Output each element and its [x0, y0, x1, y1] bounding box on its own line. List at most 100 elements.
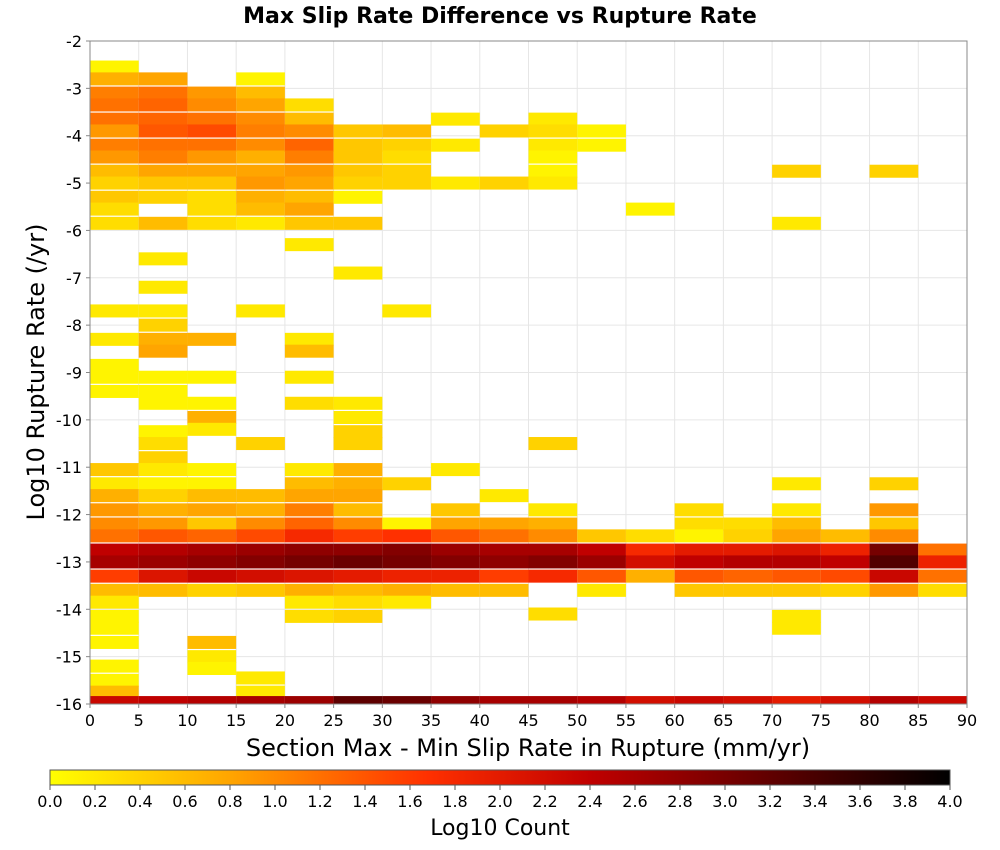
heatmap-cell	[431, 517, 480, 531]
y-tick-label: -12	[56, 506, 82, 525]
heatmap-cell	[479, 543, 529, 557]
colorbar-tick-label: 0.6	[172, 792, 197, 811]
heatmap-cell	[138, 112, 188, 126]
heatmap-cell	[382, 176, 432, 190]
heatmap-cell	[187, 138, 237, 152]
x-tick-label: 20	[275, 711, 295, 730]
heatmap-cell	[187, 555, 237, 569]
heatmap-cell	[479, 583, 529, 597]
heatmap-cell	[284, 583, 334, 597]
heatmap-cell	[772, 569, 821, 583]
heatmap-cell	[90, 696, 139, 704]
heatmap-cell	[187, 164, 237, 178]
heatmap-cell	[284, 138, 334, 152]
heatmap-cell	[90, 358, 139, 372]
heatmap-cell	[90, 370, 139, 384]
heatmap-cell	[577, 124, 626, 138]
colorbar-tick-label: 2.4	[577, 792, 602, 811]
heatmap-cell	[236, 543, 285, 557]
colorbar-tick-label: 0.4	[127, 792, 152, 811]
heatmap-cell	[236, 202, 285, 216]
y-tick-label: -6	[66, 221, 82, 240]
heatmap-cell	[284, 370, 334, 384]
heatmap-cell	[138, 86, 188, 100]
colorbar-label: Log10 Count	[430, 816, 570, 841]
heatmap-cell	[187, 410, 237, 425]
heatmap-cell	[479, 555, 529, 569]
heatmap-cell	[284, 238, 334, 252]
heatmap-cell	[382, 164, 432, 178]
colorbar-tick-label: 3.6	[847, 792, 872, 811]
heatmap-cell	[918, 555, 967, 569]
heatmap-cell	[772, 216, 821, 230]
heatmap-cell	[236, 86, 285, 100]
heatmap-cell	[674, 569, 724, 583]
heatmap-cell	[333, 555, 383, 569]
heatmap-cell	[187, 216, 237, 230]
heatmap-cell	[90, 635, 139, 649]
heatmap-cell	[431, 112, 480, 126]
heatmap-cell	[333, 503, 383, 517]
heatmap-cell	[528, 543, 578, 557]
heatmap-cell	[333, 216, 383, 230]
heatmap-cell	[674, 517, 724, 531]
heatmap-cell	[138, 489, 188, 503]
x-tick-label: 90	[957, 711, 977, 730]
heatmap-cell	[187, 503, 237, 517]
heatmap-cell	[772, 609, 821, 623]
heatmap-cell	[333, 266, 383, 280]
heatmap-cell	[772, 621, 821, 635]
heatmap-cell	[284, 595, 334, 609]
heatmap-cell	[284, 112, 334, 126]
heatmap-cell	[382, 529, 432, 543]
heatmap-cell	[333, 425, 383, 439]
heatmap-cell	[431, 555, 480, 569]
heatmap-cell	[236, 112, 285, 126]
x-tick-label: 40	[470, 711, 490, 730]
colorbar-tick-label: 1.4	[352, 792, 377, 811]
heatmap-cell	[187, 529, 237, 543]
heatmap-cell	[90, 529, 139, 543]
heatmap-cell	[138, 138, 188, 152]
heatmap-cell	[333, 543, 383, 557]
y-tick-label: -11	[56, 458, 82, 477]
heatmap-cell	[90, 673, 139, 687]
heatmap-cell	[820, 555, 870, 569]
heatmap-cell	[138, 150, 188, 164]
heatmap-cell	[90, 543, 139, 557]
heatmap-cell	[284, 124, 334, 138]
heatmap-cell	[284, 477, 334, 491]
heatmap-cell	[236, 437, 285, 451]
heatmap-cell	[187, 489, 237, 503]
heatmap-cell	[918, 583, 967, 597]
heatmap-cell	[528, 138, 578, 152]
heatmap-cell	[187, 370, 237, 384]
heatmap-cell	[138, 280, 188, 294]
heatmap-cell	[284, 164, 334, 178]
heatmap-cell	[138, 451, 188, 465]
heatmap-cell	[284, 463, 334, 477]
heatmap-cell	[625, 543, 675, 557]
heatmap-cell	[90, 621, 139, 635]
heatmap-cell	[90, 86, 139, 100]
heatmap-cell	[772, 696, 821, 704]
heatmap-cell	[138, 370, 188, 384]
x-tick-label: 5	[134, 711, 144, 730]
heatmap-cell	[479, 569, 529, 583]
heatmap-cell	[431, 176, 480, 190]
heatmap-cell	[90, 98, 139, 112]
heatmap-cell	[90, 202, 139, 216]
heatmap-cell	[187, 543, 237, 557]
heatmap-cell	[90, 72, 139, 86]
heatmap-cell	[674, 503, 724, 517]
heatmap-cell	[236, 150, 285, 164]
x-tick-label: 55	[616, 711, 636, 730]
colorbar-tick-label: 0.2	[82, 792, 107, 811]
heatmap-cell	[138, 252, 188, 266]
heatmap-cell	[625, 555, 675, 569]
heatmap-cell	[187, 696, 237, 704]
heatmap-cell	[333, 463, 383, 477]
heatmap-cell	[869, 503, 919, 517]
heatmap-cell	[382, 304, 432, 318]
